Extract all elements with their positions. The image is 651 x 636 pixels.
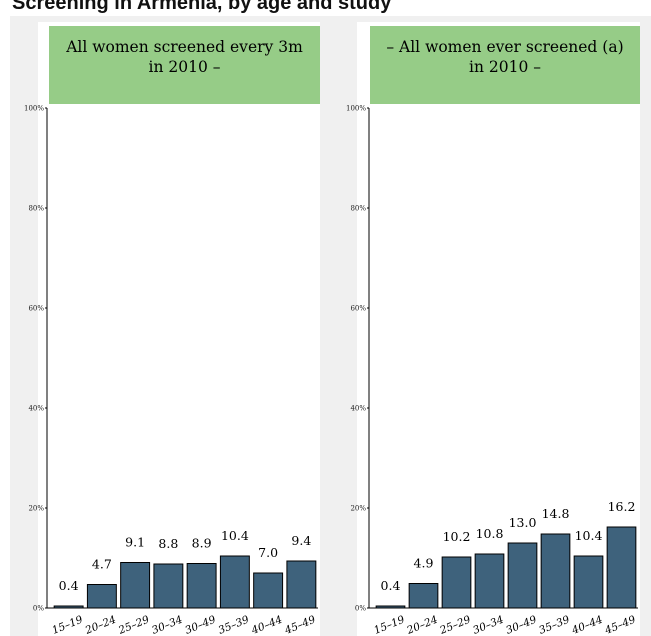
y-tick-label: 60% bbox=[350, 305, 366, 313]
bar bbox=[408, 583, 439, 609]
y-tick-label: 60% bbox=[28, 305, 44, 313]
data-label: 9.1 bbox=[125, 535, 145, 550]
page-title: Screening in Armenia, by age and study bbox=[12, 0, 392, 14]
facet-strip bbox=[370, 26, 640, 104]
bar bbox=[53, 605, 84, 609]
y-tick-label: 0% bbox=[355, 605, 366, 613]
bar bbox=[86, 584, 117, 609]
bar bbox=[286, 560, 317, 609]
y-tick-label: 20% bbox=[28, 505, 44, 513]
panel-background bbox=[38, 22, 320, 636]
bar bbox=[540, 533, 571, 609]
data-label: 10.4 bbox=[221, 528, 249, 543]
bar bbox=[219, 555, 250, 609]
data-label: 10.4 bbox=[575, 528, 603, 543]
data-label: 8.9 bbox=[192, 536, 212, 551]
bar bbox=[375, 605, 406, 609]
bar bbox=[573, 555, 604, 609]
y-tick-label: 100% bbox=[346, 105, 366, 113]
y-tick-label: 40% bbox=[350, 405, 366, 413]
panel-2: – All women ever screened (a) in 2010 – 0%… bbox=[346, 22, 640, 636]
data-label: 4.7 bbox=[92, 557, 112, 572]
y-tick-label: 80% bbox=[350, 205, 366, 213]
bar bbox=[441, 556, 472, 609]
bar bbox=[474, 553, 505, 609]
facet-title-line: – All women ever screened (a) bbox=[386, 38, 623, 56]
data-label: 7.0 bbox=[258, 545, 278, 560]
bar bbox=[120, 562, 151, 609]
y-tick-label: 0% bbox=[33, 605, 44, 613]
data-label: 4.9 bbox=[414, 556, 434, 571]
data-label: 10.2 bbox=[443, 529, 471, 544]
facet-title-line: in 2010 – bbox=[149, 58, 221, 76]
bar bbox=[606, 526, 637, 609]
y-tick-label: 40% bbox=[28, 405, 44, 413]
bar bbox=[507, 542, 538, 609]
data-label: 0.4 bbox=[381, 578, 401, 593]
data-label: 14.8 bbox=[542, 506, 570, 521]
bar bbox=[186, 563, 217, 609]
data-label: 16.2 bbox=[608, 499, 636, 514]
facet-title-line: All women screened every 3m bbox=[65, 38, 303, 56]
y-tick-label: 100% bbox=[24, 105, 44, 113]
panel-background bbox=[357, 22, 640, 636]
facet-strip bbox=[49, 26, 320, 104]
data-label: 0.4 bbox=[59, 578, 79, 593]
data-label: 13.0 bbox=[509, 515, 537, 530]
data-label: 10.8 bbox=[476, 526, 504, 541]
y-tick-label: 20% bbox=[350, 505, 366, 513]
data-label: 8.8 bbox=[158, 536, 178, 551]
facet-title-line: in 2010 – bbox=[469, 58, 541, 76]
bar bbox=[253, 572, 284, 609]
y-tick-label: 80% bbox=[28, 205, 44, 213]
data-label: 9.4 bbox=[291, 533, 311, 548]
panel-1: All women screened every 3m in 2010 – 0% 20… bbox=[24, 22, 320, 636]
bar bbox=[153, 563, 184, 609]
